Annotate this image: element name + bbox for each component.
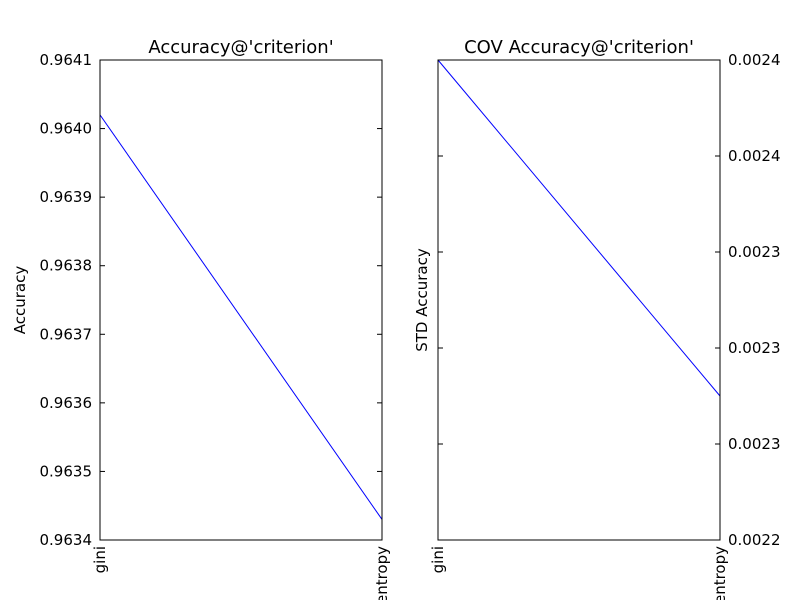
y-tick-label: 0.9635 xyxy=(40,462,93,480)
x-tick-label-gini: gini xyxy=(91,546,109,573)
cov-accuracy-series-line xyxy=(437,59,721,397)
cov-accuracy-panel: COV Accuracy@'criterion' STD Accuracy 0.… xyxy=(413,37,781,600)
accuracy-series-line xyxy=(99,114,383,520)
accuracy-y-axis-label: Accuracy xyxy=(11,266,29,335)
y-tick-label: 0.0023 xyxy=(728,435,781,453)
accuracy-x-ticks: gini entropy xyxy=(91,60,391,600)
std-accuracy-y-axis-label: STD Accuracy xyxy=(413,248,431,352)
x-tick-label-entropy: entropy xyxy=(711,546,729,600)
accuracy-chart-title: Accuracy@'criterion' xyxy=(148,37,333,58)
accuracy-y-ticks: 0.9634 0.9635 0.9636 0.9637 0.9638 0.9639 0.96… xyxy=(40,51,382,549)
y-tick-label: 0.9634 xyxy=(40,531,93,549)
accuracy-panel: Accuracy@'criterion' Accuracy 0.96340.96… xyxy=(11,37,391,600)
y-tick-label: 0.0022 xyxy=(728,531,781,549)
x-tick-label-gini: gini xyxy=(429,546,447,573)
y-tick-label: 0.9641 xyxy=(40,51,93,69)
y-tick-label: 0.0024 xyxy=(728,51,781,69)
accuracy-plot-frame xyxy=(99,59,383,541)
cov-accuracy-chart-title: COV Accuracy@'criterion' xyxy=(464,37,694,58)
y-tick-label: 0.9638 xyxy=(40,257,93,275)
cov-accuracy-x-ticks: gini entropy xyxy=(429,60,729,600)
y-tick-label: 0.0023 xyxy=(728,339,781,357)
y-tick-label: 0.9639 xyxy=(40,188,93,206)
y-tick-label: 0.0023 xyxy=(728,243,781,261)
x-tick-label-entropy: entropy xyxy=(373,546,391,600)
cov-accuracy-y-ticks: 0.00220.00230.00230.00230.00240.00240.00… xyxy=(438,51,781,549)
y-tick-label: 0.9637 xyxy=(40,325,93,343)
y-tick-label: 0.9636 xyxy=(40,394,93,412)
cov-accuracy-plot-frame xyxy=(437,59,721,541)
y-tick-label: 0.9640 xyxy=(40,120,93,138)
y-tick-label: 0.0024 xyxy=(728,147,781,165)
